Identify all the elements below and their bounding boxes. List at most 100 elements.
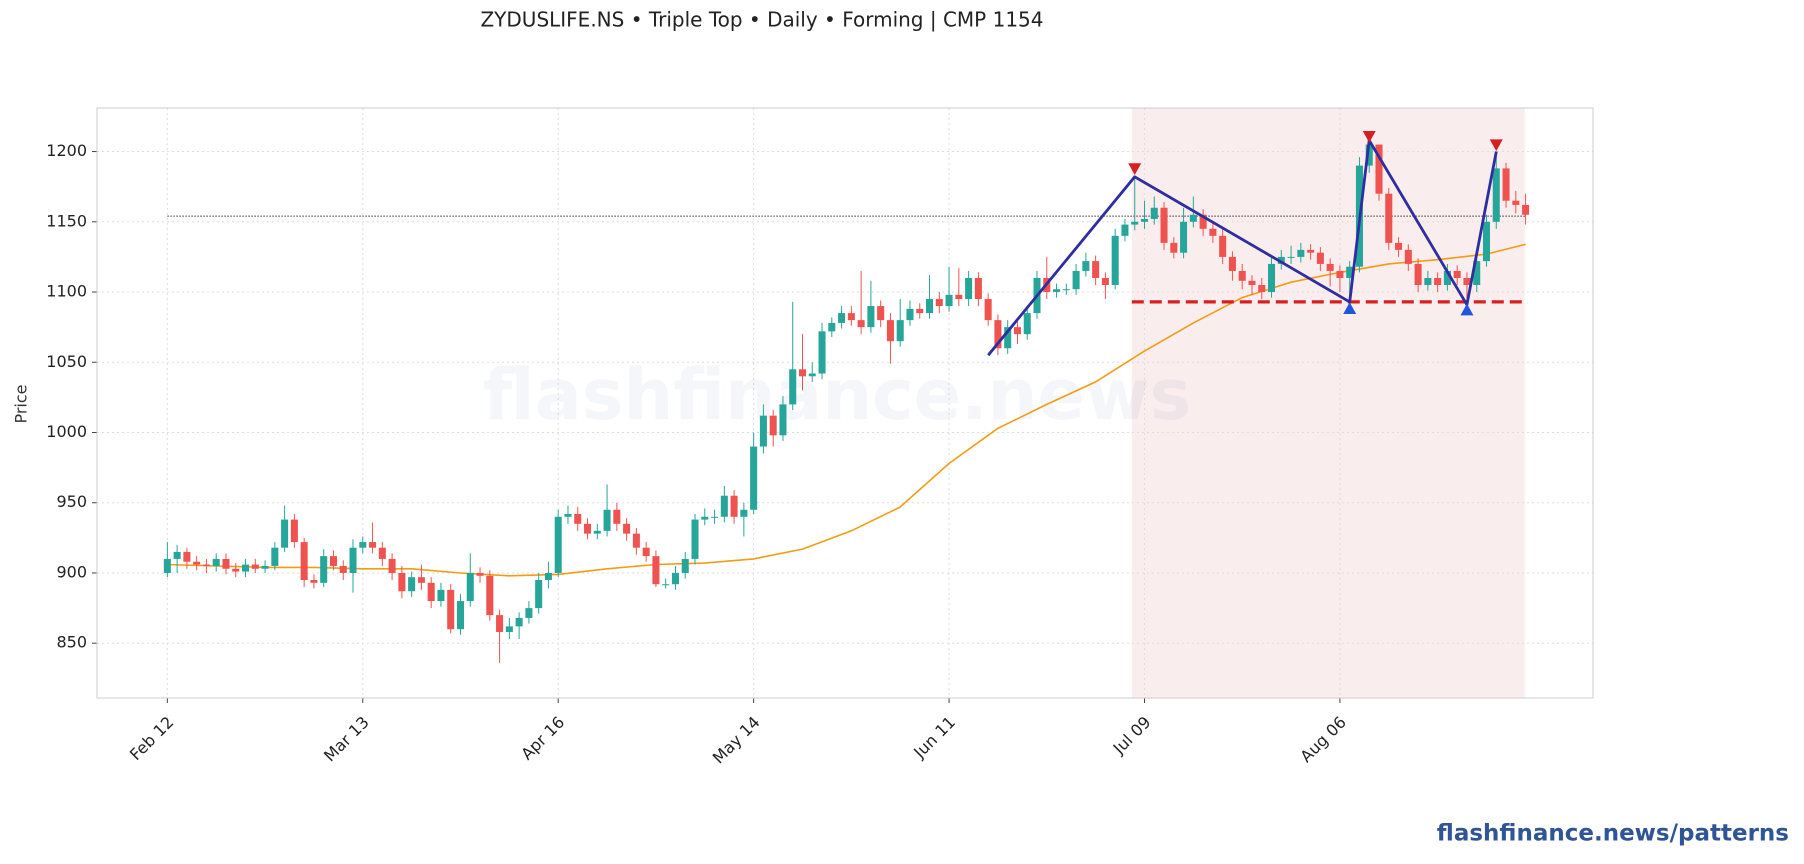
candle-body (1160, 207, 1168, 243)
candle-body (652, 556, 660, 585)
x-tick-label: Feb 12 (126, 713, 177, 764)
candle-body (886, 320, 894, 342)
candle-body (1023, 313, 1031, 335)
candle-body (1463, 277, 1471, 285)
candle-body (1072, 270, 1080, 290)
candle-body (867, 306, 875, 328)
y-tick-label: 1150 (46, 211, 87, 230)
x-tick-label: May 14 (709, 713, 764, 768)
candle-body (564, 513, 572, 517)
candle-body (1316, 252, 1324, 264)
candle-body (300, 542, 308, 580)
candle-body (1150, 207, 1158, 219)
candle-body (1248, 280, 1256, 285)
candle-body (173, 551, 181, 559)
candle-body (828, 322, 836, 332)
candle-body (1062, 289, 1070, 291)
candle-body (212, 558, 220, 566)
y-tick-label: 1050 (46, 352, 87, 371)
candle-body (769, 415, 777, 436)
candle-body (1434, 277, 1442, 285)
candle-body (261, 565, 269, 569)
candle-body (456, 601, 465, 630)
candle-body (1297, 249, 1305, 257)
candle-body (378, 547, 386, 559)
candle-body (1053, 289, 1061, 293)
candle-body (613, 509, 621, 524)
peak-marker (1128, 163, 1142, 176)
peak-marker (1362, 131, 1376, 143)
candle-body (1092, 261, 1100, 278)
candle-body (632, 533, 640, 548)
candle-body (798, 369, 807, 377)
candle-body (359, 542, 367, 548)
candle-body (838, 313, 846, 323)
candle-body (1512, 200, 1520, 205)
candle-body (877, 306, 885, 321)
candle-body (857, 320, 865, 328)
candle-body (623, 523, 631, 534)
candle-body (447, 589, 455, 630)
candle-body (1365, 144, 1373, 166)
candle-body (1395, 242, 1403, 250)
candle-body (183, 551, 191, 562)
watermark: flashfinance.news (483, 354, 1192, 436)
candle-body (408, 577, 416, 592)
candle-body (994, 320, 1002, 349)
candle-body (310, 580, 318, 583)
candle-body (593, 530, 601, 534)
trough-marker (1343, 302, 1357, 314)
candle-body (818, 331, 826, 374)
candle-body (1199, 214, 1207, 229)
candle-body (955, 294, 963, 300)
candle-body (789, 369, 797, 405)
candle-body (1238, 270, 1246, 281)
candle-body (984, 299, 992, 321)
candle-body (1502, 168, 1510, 201)
footer-link: flashfinance.news/patterns (1437, 821, 1789, 847)
x-tick-label: Mar 13 (320, 713, 373, 766)
candle-body (369, 542, 377, 548)
candle-body (417, 577, 425, 583)
candle-body (974, 277, 982, 300)
candle-body (642, 547, 650, 557)
candle-body (935, 299, 943, 307)
x-tick-label: Jun 11 (909, 713, 959, 763)
candle-body (574, 513, 582, 524)
candle-body (1385, 193, 1393, 243)
candle-body (603, 509, 611, 531)
candle-body (1404, 249, 1412, 264)
candle-body (896, 320, 904, 342)
candle-body (320, 556, 328, 583)
candle-body (965, 277, 973, 300)
x-tick-label: Jul 09 (1109, 713, 1155, 759)
y-tick-label: 850 (56, 633, 87, 652)
candle-body (290, 519, 298, 543)
candle-body (505, 626, 513, 632)
candle-body (847, 313, 855, 321)
candle-body (1473, 261, 1481, 285)
candle-body (271, 547, 279, 566)
candle-body (916, 308, 924, 314)
candle-body (1492, 168, 1500, 222)
candle-body (1522, 204, 1530, 215)
candle-body (1307, 249, 1315, 253)
candle-body (486, 575, 494, 616)
candle-body (496, 615, 504, 632)
candle-body (1443, 270, 1451, 285)
candle-body (339, 565, 347, 573)
candle-body (1189, 214, 1197, 222)
pattern-line (987, 138, 1498, 357)
candle-body (681, 558, 689, 573)
y-tick-label: 950 (56, 492, 87, 511)
candle-body (808, 373, 816, 377)
candle-body (926, 299, 934, 314)
y-tick-label: 1200 (46, 141, 87, 160)
candle-body (1424, 277, 1432, 285)
y-tick-label: 1000 (46, 422, 87, 441)
candle-body (281, 519, 289, 548)
candle-body (437, 589, 445, 602)
candle-body (720, 495, 728, 517)
candle-body (1346, 266, 1354, 278)
candle-body (427, 582, 435, 602)
